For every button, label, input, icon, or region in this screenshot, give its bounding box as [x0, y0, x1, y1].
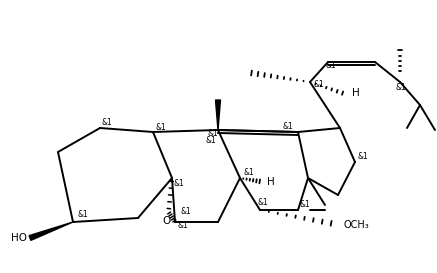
Text: HO: HO: [11, 233, 27, 243]
Text: &1: &1: [178, 221, 189, 230]
Text: &1: &1: [357, 152, 368, 161]
Text: &1: &1: [77, 210, 88, 219]
Text: &1: &1: [300, 200, 311, 209]
Text: &1: &1: [180, 207, 191, 216]
Text: &1: &1: [395, 83, 406, 92]
Text: &1: &1: [208, 129, 219, 138]
Text: OCH₃: OCH₃: [344, 220, 370, 230]
Text: &1: &1: [282, 122, 293, 131]
Text: &1: &1: [205, 136, 216, 145]
Text: &1: &1: [102, 118, 113, 127]
Text: &1: &1: [326, 61, 337, 70]
Text: H: H: [352, 88, 360, 98]
Polygon shape: [29, 222, 73, 240]
Text: &1: &1: [155, 123, 166, 132]
Text: &1: &1: [313, 80, 324, 89]
Text: &1: &1: [258, 198, 269, 207]
Text: H: H: [267, 177, 275, 187]
Text: O: O: [163, 216, 170, 226]
Text: &1: &1: [174, 179, 185, 188]
Polygon shape: [215, 100, 221, 130]
Text: &1: &1: [243, 168, 254, 177]
